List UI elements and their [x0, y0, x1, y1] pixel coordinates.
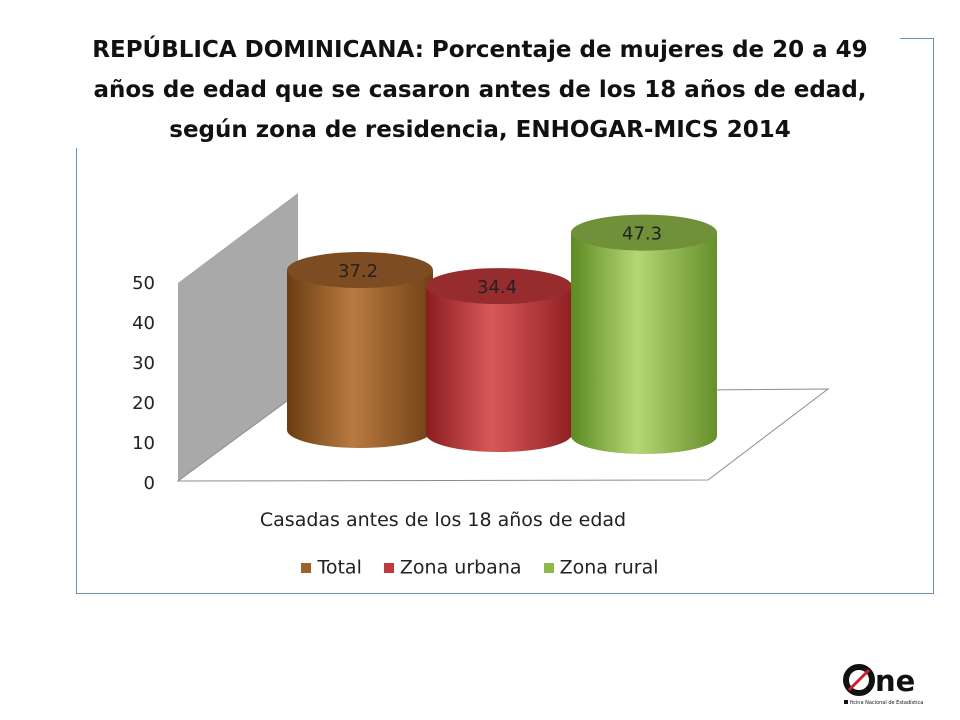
legend-label: Zona rural — [559, 556, 659, 579]
legend-label: Total — [317, 556, 362, 579]
legend-swatch — [301, 562, 312, 573]
bar-top — [571, 214, 717, 251]
data-label: 34.4 — [477, 277, 517, 298]
svg-text:ficina Nacional de Estadística: ficina Nacional de Estadística — [850, 699, 923, 706]
y-axis: 0 10 20 30 40 50 — [132, 273, 155, 494]
bar-body — [287, 270, 433, 448]
legend: Total Zona urbana Zona rural — [0, 556, 960, 579]
legend-item-total: Total — [301, 556, 362, 579]
back-wall — [178, 193, 298, 481]
legend-label: Zona urbana — [399, 556, 522, 579]
y-tick-label: 10 — [132, 433, 155, 454]
legend-swatch — [383, 562, 394, 573]
bars-group: 37.2 34.4 47.3 — [287, 214, 717, 454]
y-tick-label: 40 — [132, 313, 155, 334]
svg-text:ne: ne — [875, 664, 915, 698]
data-label: 37.2 — [338, 261, 378, 282]
data-label: 47.3 — [622, 224, 662, 245]
chart-title: REPÚBLICA DOMINICANA: Porcentaje de muje… — [92, 37, 868, 143]
legend-item-zona-urbana: Zona urbana — [383, 556, 522, 579]
chart-title-box: REPÚBLICA DOMINICANA: Porcentaje de muje… — [60, 30, 900, 148]
bar-body — [571, 232, 717, 454]
legend-swatch — [543, 562, 554, 573]
y-tick-label: 20 — [132, 393, 155, 414]
bar-body — [426, 286, 572, 452]
x-axis-label: Casadas antes de los 18 años de edad — [260, 509, 626, 531]
y-tick-label: 0 — [144, 473, 155, 494]
y-tick-label: 50 — [132, 273, 155, 294]
y-tick-label: 30 — [132, 353, 155, 374]
bar-top — [426, 268, 572, 305]
one-logo: ne ficina Nacional de Estadística — [843, 664, 923, 706]
legend-item-zona-rural: Zona rural — [543, 556, 659, 579]
bar-top — [287, 252, 433, 289]
